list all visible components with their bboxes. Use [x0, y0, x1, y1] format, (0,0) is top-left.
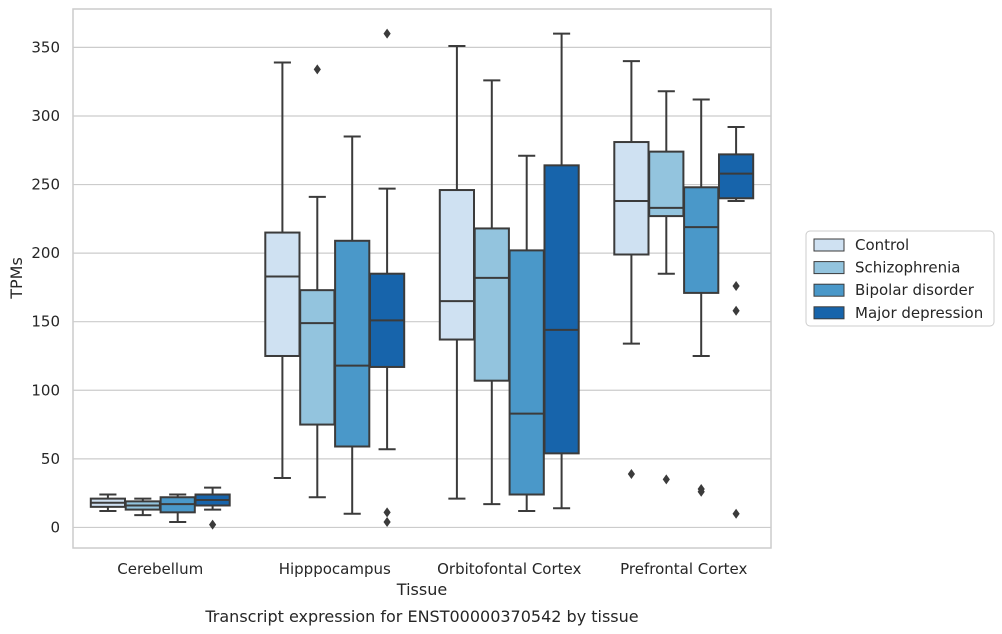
box-iqr: [508, 249, 545, 496]
outlier-point: [627, 468, 635, 479]
x-tick-label: Orbitofontal Cortex: [437, 560, 581, 578]
box-major-depression: [543, 32, 580, 510]
outlier-point: [383, 507, 391, 518]
outlier-point: [697, 486, 705, 497]
y-tick-label: 100: [31, 381, 60, 399]
y-axis-title: TPMs: [7, 257, 26, 300]
legend-swatch: [813, 283, 845, 297]
box-iqr: [473, 227, 510, 382]
box-iqr: [717, 153, 755, 200]
box-schizophrenia: [648, 90, 685, 485]
box-iqr: [264, 231, 301, 357]
legend-swatch: [813, 261, 845, 275]
outlier-point: [732, 508, 740, 519]
box-schizophrenia: [124, 497, 161, 517]
y-tick-label: 150: [31, 313, 60, 331]
outlier-point: [732, 305, 740, 316]
box-bipolar-disorder: [683, 98, 720, 497]
y-tick-label: 300: [31, 107, 60, 125]
legend: Control Schizophrenia Bipolar disorder Majo…: [805, 230, 995, 327]
box-iqr: [334, 239, 371, 448]
x-tick-label: Cerebellum: [117, 560, 203, 578]
x-tick-labels: Cerebellum Hipppocampus Orbitofontal Corte…: [117, 560, 747, 578]
box-bipolar-disorder: [334, 135, 371, 515]
box-iqr: [299, 289, 336, 426]
outlier-point: [662, 474, 670, 485]
x-tick-label: Hipppocampus: [279, 560, 391, 578]
box-iqr: [543, 164, 580, 455]
box-control: [264, 61, 301, 480]
legend-frame: [805, 230, 995, 327]
box-major-depression: [194, 486, 231, 530]
y-tick-labels: 0 50 100 150 200 250 300 350: [31, 38, 60, 536]
box-schizophrenia: [299, 64, 336, 499]
y-tick-label: 0: [50, 518, 60, 536]
legend-swatch: [813, 238, 845, 252]
box-bipolar-disorder: [508, 154, 545, 512]
box-iqr: [613, 141, 650, 256]
outlier-point: [313, 64, 321, 75]
legend-label: Control: [855, 236, 909, 254]
outlier-point: [383, 516, 391, 527]
legend-swatch: [813, 306, 845, 320]
legend-label: Major depression: [855, 304, 983, 322]
box-major-depression: [368, 28, 406, 527]
y-tick-label: 350: [31, 38, 60, 56]
y-tick-label: 50: [41, 450, 60, 468]
box-major-depression: [717, 125, 755, 519]
box-iqr: [438, 189, 476, 341]
plot-frame: [72, 8, 772, 549]
y-tick-label: 250: [31, 176, 60, 194]
x-axis-title: Tissue: [396, 580, 447, 599]
outlier-point: [383, 28, 391, 39]
legend-label: Bipolar disorder: [855, 281, 975, 299]
box-control: [438, 45, 476, 500]
box-bipolar-disorder: [159, 493, 196, 523]
chart-caption: Transcript expression for ENST0000037054…: [204, 607, 638, 626]
y-tick-label: 200: [31, 244, 60, 262]
outlier-point: [209, 519, 217, 530]
grid-lines: [73, 46, 771, 529]
box-iqr: [648, 150, 685, 218]
plot-background: [73, 9, 771, 548]
x-tick-label: Prefrontal Cortex: [620, 560, 747, 578]
outlier-point: [732, 281, 740, 292]
boxplots: [89, 28, 755, 530]
box-iqr: [683, 186, 720, 294]
legend-label: Schizophrenia: [855, 259, 960, 277]
